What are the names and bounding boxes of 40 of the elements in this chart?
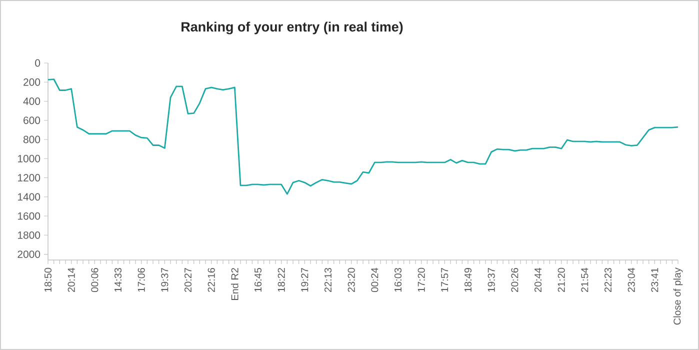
y-tick-label: 1800 (18, 231, 40, 239)
x-tick-label: 20:27 (184, 268, 192, 292)
x-tick-label: 23:41 (651, 268, 658, 292)
y-tick-label: 200 (24, 78, 40, 86)
y-tick-label: 600 (24, 116, 40, 124)
x-tick-label: 19:27 (301, 268, 308, 292)
chart-title: Ranking of your entry (in real time) (182, 22, 403, 34)
x-tick-label: 21:20 (558, 268, 565, 292)
x-tick-label: 18:50 (44, 268, 52, 292)
x-tick-label: 22:16 (208, 268, 215, 292)
x-tick-label: 23:20 (348, 268, 355, 292)
x-tick-label: 20:26 (511, 268, 518, 292)
x-tick-label: 17:06 (138, 268, 145, 292)
x-tick-label: 20:44 (534, 268, 542, 292)
x-tick-label: 22:13 (324, 268, 332, 292)
x-tick-label: 16:03 (394, 268, 402, 292)
x-tick-label: 19:37 (161, 268, 168, 292)
x-tick-label: 23:04 (628, 268, 635, 292)
x-tick-label: 17:57 (441, 268, 448, 292)
x-tick-label: 17:20 (418, 268, 425, 292)
y-tick-label: 1000 (18, 154, 40, 162)
x-tick-label: 22:23 (604, 268, 612, 292)
x-tick-label: 18:22 (278, 268, 285, 292)
x-tick-label: 16:45 (254, 268, 262, 292)
x-tick-label: 19:37 (488, 268, 495, 292)
y-tick-label: 2000 (18, 250, 40, 258)
x-tick-label: 00:06 (91, 268, 98, 292)
x-tick-label: End R2 (231, 268, 238, 300)
x-tick-label: 00:24 (371, 268, 378, 292)
y-tick-label: 400 (23, 98, 40, 105)
x-tick-label: 14:33 (114, 268, 122, 292)
x-tick-label: 18:49 (464, 268, 472, 292)
y-tick-label: 1200 (18, 174, 40, 182)
x-tick-label: 20:14 (68, 268, 75, 292)
y-tick-label: 1600 (18, 212, 40, 220)
y-tick-label: 1400 (18, 193, 40, 201)
y-tick-label: 800 (23, 136, 40, 144)
x-tick-label: 21:54 (581, 268, 588, 292)
x-tick-label: Close of play (673, 268, 683, 325)
y-tick-label: 0 (35, 59, 40, 67)
